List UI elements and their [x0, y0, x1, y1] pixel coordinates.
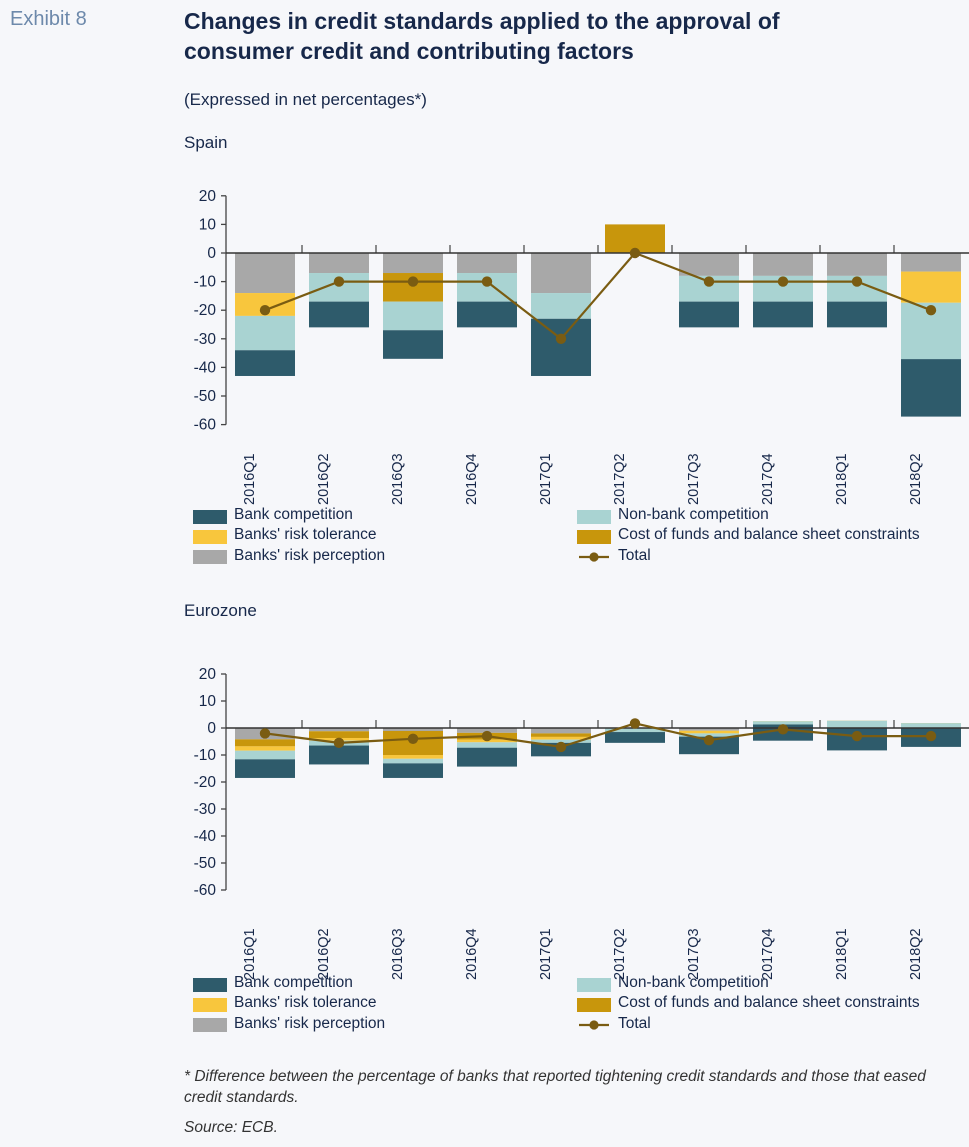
svg-text:-50: -50	[194, 855, 217, 872]
svg-text:-50: -50	[194, 388, 217, 405]
svg-text:-40: -40	[194, 828, 217, 845]
svg-text:-40: -40	[194, 359, 217, 376]
svg-text:-60: -60	[194, 882, 217, 899]
svg-text:-20: -20	[194, 302, 217, 319]
svg-text:10: 10	[199, 693, 217, 710]
svg-text:-10: -10	[194, 747, 217, 764]
svg-text:-20: -20	[194, 774, 217, 791]
svg-text:0: 0	[207, 720, 216, 737]
svg-text:-30: -30	[194, 801, 217, 818]
svg-text:10: 10	[199, 216, 217, 233]
svg-text:20: 20	[199, 666, 217, 683]
svg-text:-60: -60	[194, 417, 217, 434]
svg-text:-30: -30	[194, 331, 217, 348]
svg-text:-10: -10	[194, 274, 217, 291]
svg-text:0: 0	[207, 245, 216, 262]
svg-text:20: 20	[199, 188, 217, 205]
